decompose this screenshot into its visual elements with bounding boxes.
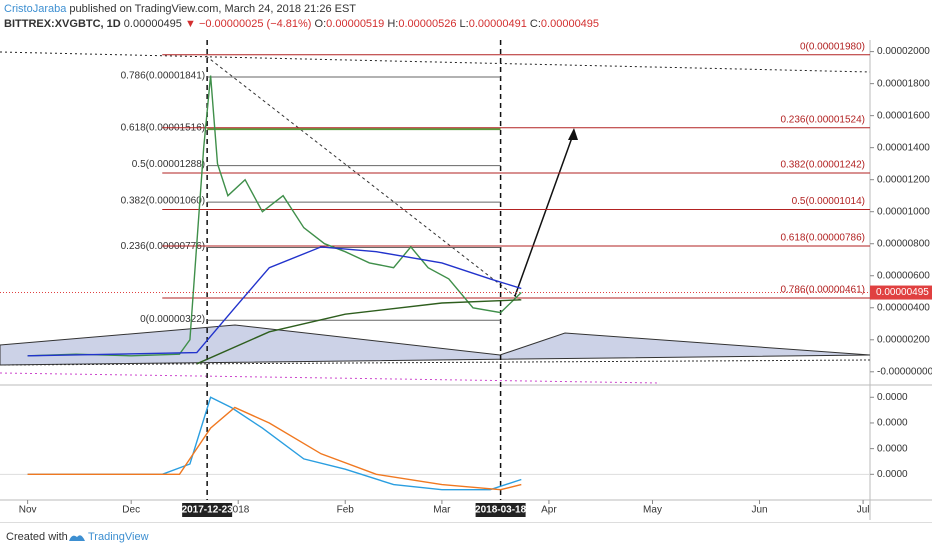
x-tick-label: Nov [19, 505, 37, 516]
marker-box [475, 503, 526, 517]
trend-line [0, 359, 871, 366]
x-tick-label: Mar [433, 505, 451, 516]
y-tick-label: 0.00000400 [877, 302, 930, 313]
trend-line [205, 55, 521, 301]
created: Created with [6, 531, 68, 543]
fib-label: 0.382(0.00001060) [121, 196, 206, 207]
x-tick-label: Jul [857, 505, 870, 516]
series-line [27, 75, 522, 357]
published: published on TradingView.com, March 24, … [69, 3, 357, 15]
x-tick-label: Dec [122, 505, 140, 516]
arrow-head [568, 128, 578, 140]
y-tick-label: 0.00001200 [877, 174, 930, 185]
fib-label: 0.236(0.00001524) [780, 114, 865, 125]
y-tick-label: 0.00001400 [877, 142, 930, 153]
fib-label: 0.5(0.00001288) [132, 159, 205, 170]
fib-label: 0.382(0.00001242) [780, 160, 865, 171]
ohlc-value: 0.00000519 [326, 18, 385, 30]
price-box [870, 285, 932, 300]
ohlc-key: O: [314, 18, 327, 30]
y-tick-label: 0.0000 [877, 418, 908, 429]
trend-line [0, 372, 661, 384]
series-line [27, 396, 522, 491]
ohlc-value: 0.00000495 [540, 18, 600, 30]
y-tick-label: 0.00001800 [877, 78, 930, 89]
ohlc-value: 0.00000526 [398, 18, 457, 30]
y-tick-label: 0.00000800 [877, 238, 930, 249]
x-tick-label: Feb [337, 505, 355, 516]
fib-label: 0.786(0.00001841) [121, 71, 206, 82]
header: CristoJaraba published on TradingView.co… [4, 2, 599, 32]
footer: Created with TradingView [0, 522, 932, 551]
price-label: 0.00000495 [876, 287, 929, 298]
series-line [27, 246, 522, 357]
brand[interactable]: TradingView [88, 531, 149, 543]
projection-arrow [514, 131, 575, 297]
y-tick-label: -0.00000000 [877, 366, 932, 377]
series-line [196, 299, 522, 365]
y-tick-label: 0.0000 [877, 469, 908, 480]
marker-label: 2017-12-23 [182, 505, 234, 516]
arrow: ▼ [184, 18, 196, 30]
change: −0.00000025 (−4.81%) [198, 18, 312, 30]
chart: 0.00002000 0.00001800 0.00001600 0.00001400… [0, 40, 932, 520]
x-tick-label: 2018 [227, 505, 250, 516]
fib-label: 0.618(0.00000786) [780, 233, 865, 244]
chart-layer: 0.00002000 0.00001800 0.00001600 0.00001400… [0, 40, 932, 517]
x-tick-label: Jun [751, 505, 767, 516]
brand-logo [69, 535, 85, 541]
ohlc-value: 0.00000491 [468, 18, 527, 30]
series-line [27, 406, 522, 491]
ohlc-key: L: [459, 18, 469, 30]
fib-label: 0.236(0.00000776) [121, 241, 206, 252]
ohlc-key: H: [387, 18, 399, 30]
last: 0.00000495 [123, 18, 182, 30]
author[interactable]: CristoJaraba [4, 3, 67, 15]
y-tick-label: 0.00001000 [877, 206, 930, 217]
marker-label: 2018-03-18 [475, 505, 527, 516]
y-tick-label: 0.00000200 [877, 334, 930, 345]
y-tick-label: 0.00001600 [877, 110, 930, 121]
ohlc-key: C: [529, 18, 541, 30]
y-tick-label: 0.00002000 [877, 46, 930, 57]
marker-box [182, 503, 233, 517]
fib-label: 0(0.00001980) [800, 41, 865, 52]
main-pane [0, 40, 870, 385]
fib-label: 0.786(0.00000461) [780, 285, 865, 296]
y-tick-label: 0.0000 [877, 392, 908, 403]
fib-label: 0.5(0.00001014) [792, 196, 865, 207]
y-tick-label: 0.00000600 [877, 270, 930, 281]
trend-line [0, 51, 871, 73]
x-tick-label: May [643, 505, 662, 516]
x-tick-label: Apr [541, 505, 557, 516]
y-tick-label: 0.0000 [877, 443, 908, 454]
fib-label: 0(0.00000322) [140, 314, 205, 325]
symbol: BITTREX:XVGBTC, 1D [4, 18, 121, 30]
symbol-line: BITTREX:XVGBTC, 1D 0.00000495 ▼ −0.00000… [4, 17, 599, 32]
